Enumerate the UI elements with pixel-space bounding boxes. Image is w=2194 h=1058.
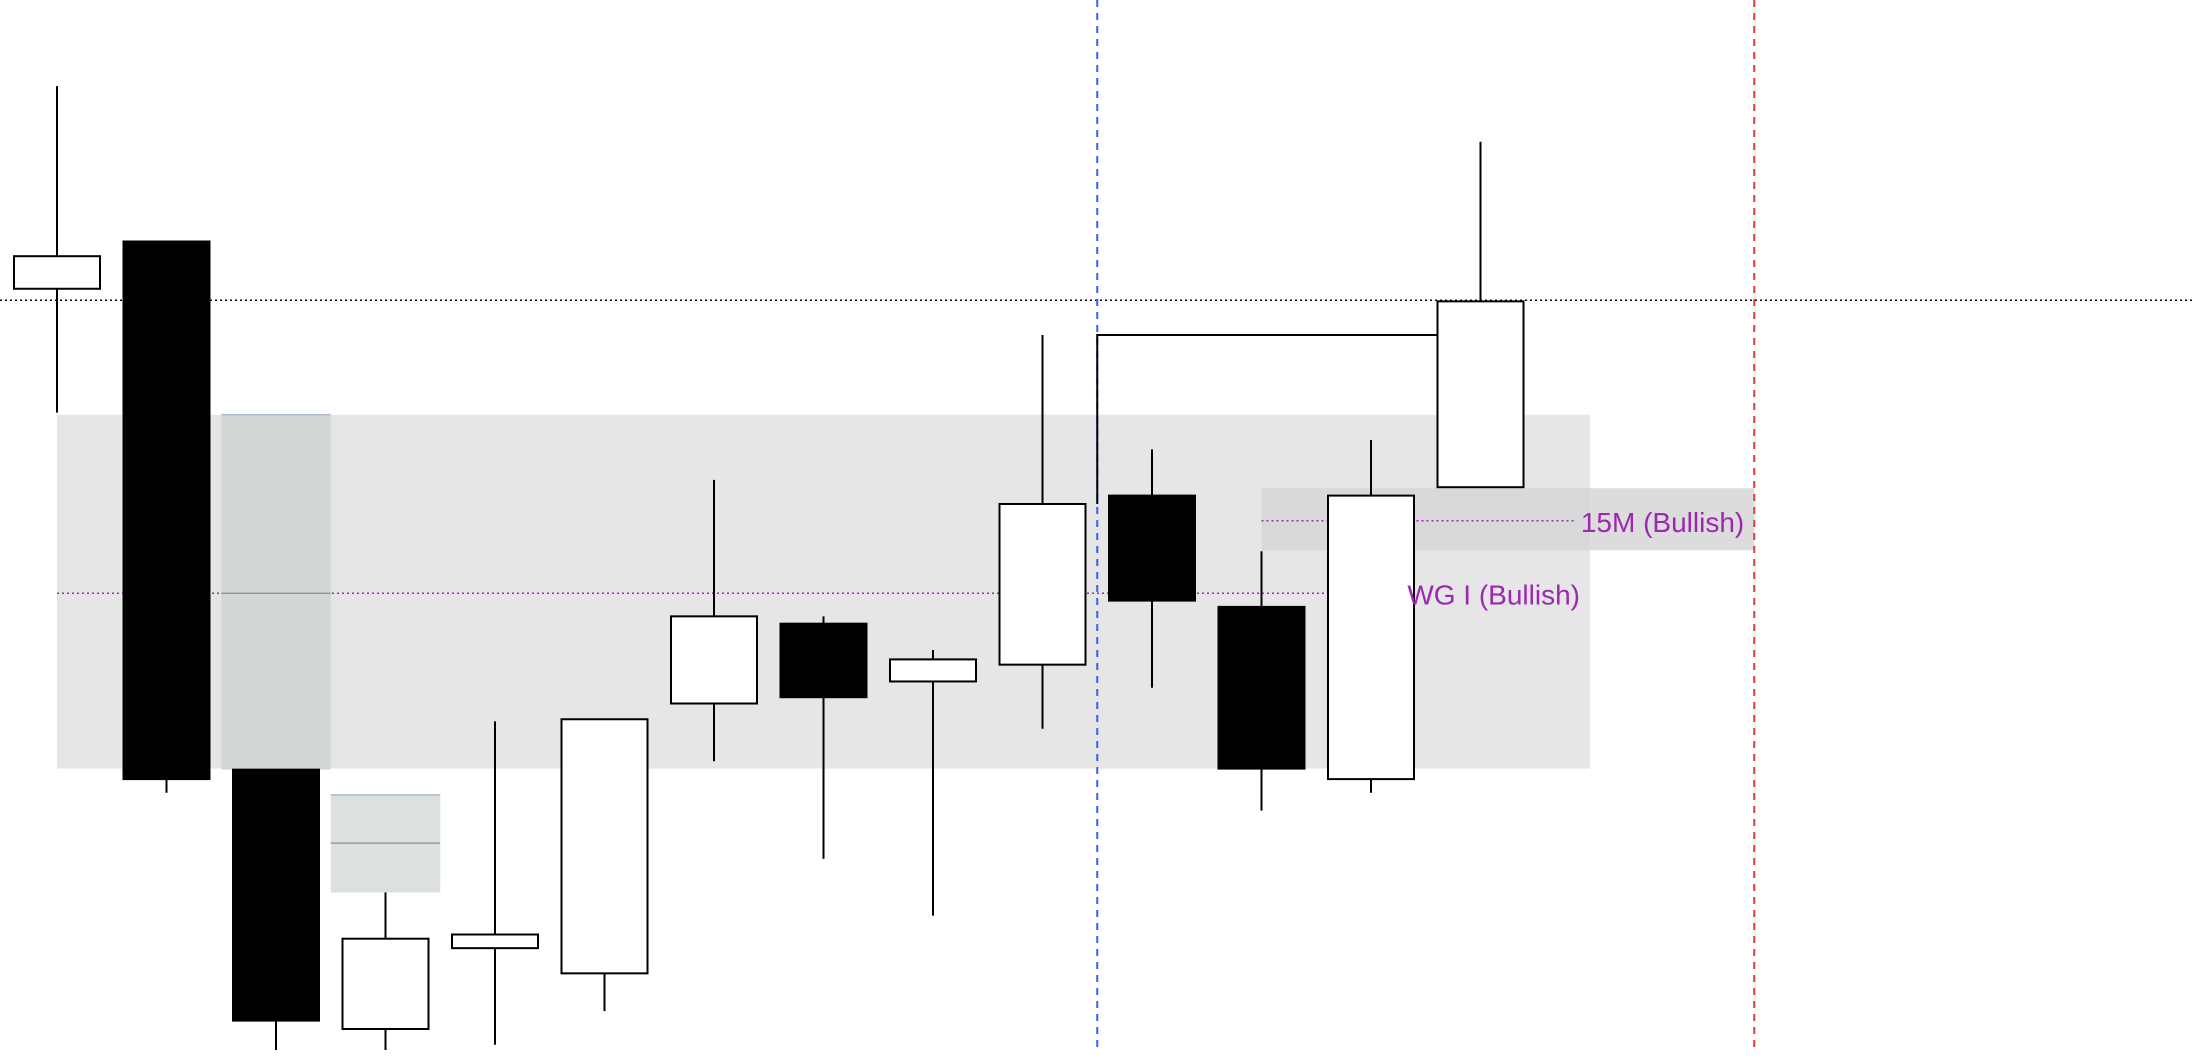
candle-8	[779, 616, 868, 859]
candle-body	[341, 937, 430, 1031]
candle-7	[670, 479, 758, 762]
candle-body	[1436, 300, 1525, 489]
candle-body	[13, 255, 101, 290]
candle-13	[1327, 439, 1415, 793]
candle-3	[232, 768, 320, 1050]
candle-10	[998, 334, 1087, 729]
candle-body	[889, 658, 977, 683]
candle-body	[1217, 605, 1306, 770]
candle-2	[122, 240, 211, 793]
connector-line	[1096, 333, 1481, 504]
candle-1	[13, 86, 101, 413]
candle-4	[341, 892, 430, 1050]
candle-11	[1108, 449, 1196, 688]
candle-body	[670, 615, 758, 705]
candle-body	[998, 503, 1087, 666]
gap-box-1	[221, 414, 331, 770]
candle-body	[560, 718, 649, 975]
candle-body	[232, 768, 320, 1022]
candle-body	[1108, 494, 1196, 602]
candle-5	[451, 721, 539, 1045]
candle-6	[560, 718, 649, 1012]
candle-body	[451, 933, 539, 950]
zone-label-2: 15M (Bullish)	[1581, 507, 1744, 538]
candle-12	[1217, 551, 1306, 811]
candle-9	[889, 649, 977, 916]
candle-body	[1327, 494, 1415, 781]
candle-14	[1436, 141, 1525, 489]
candle-body	[779, 622, 868, 699]
zone-label-1: WG I (Bullish)	[1407, 579, 1580, 610]
candle-body	[122, 240, 211, 781]
